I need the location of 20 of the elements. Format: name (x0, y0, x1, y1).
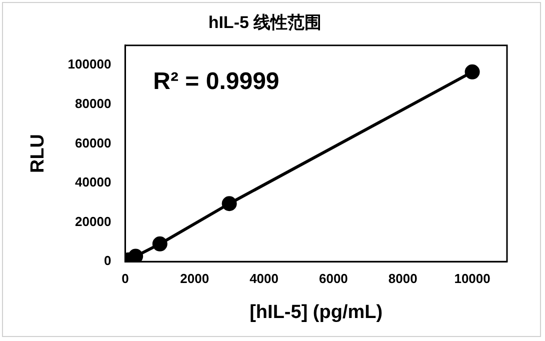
y-tick-label: 80000 (75, 96, 112, 111)
y-tick-label: 0 (104, 253, 112, 268)
x-tick-label: 0 (122, 270, 129, 286)
annotation: R² = 0.9999 (153, 68, 280, 96)
x-tick-label: 2000 (180, 270, 210, 286)
y-tick-label: 40000 (75, 174, 112, 190)
point (222, 196, 237, 212)
x-tick-label: 8000 (388, 270, 418, 286)
y-tick-label: 100000 (68, 56, 112, 72)
y-tick-label: 60000 (75, 135, 112, 150)
y-axis-title: RLU (28, 134, 49, 174)
point (152, 236, 168, 252)
chart-title: hIL-5 线性范围 (208, 12, 322, 32)
x-tick-label: 6000 (318, 270, 348, 286)
point (464, 64, 480, 80)
x-axis-title: [hIL-5] (pg/mL) (250, 302, 383, 323)
point (128, 248, 144, 262)
x-tick-label: 10000 (454, 270, 490, 286)
y-tick-label: 20000 (75, 214, 112, 229)
x-tick-label: 4000 (250, 270, 278, 286)
